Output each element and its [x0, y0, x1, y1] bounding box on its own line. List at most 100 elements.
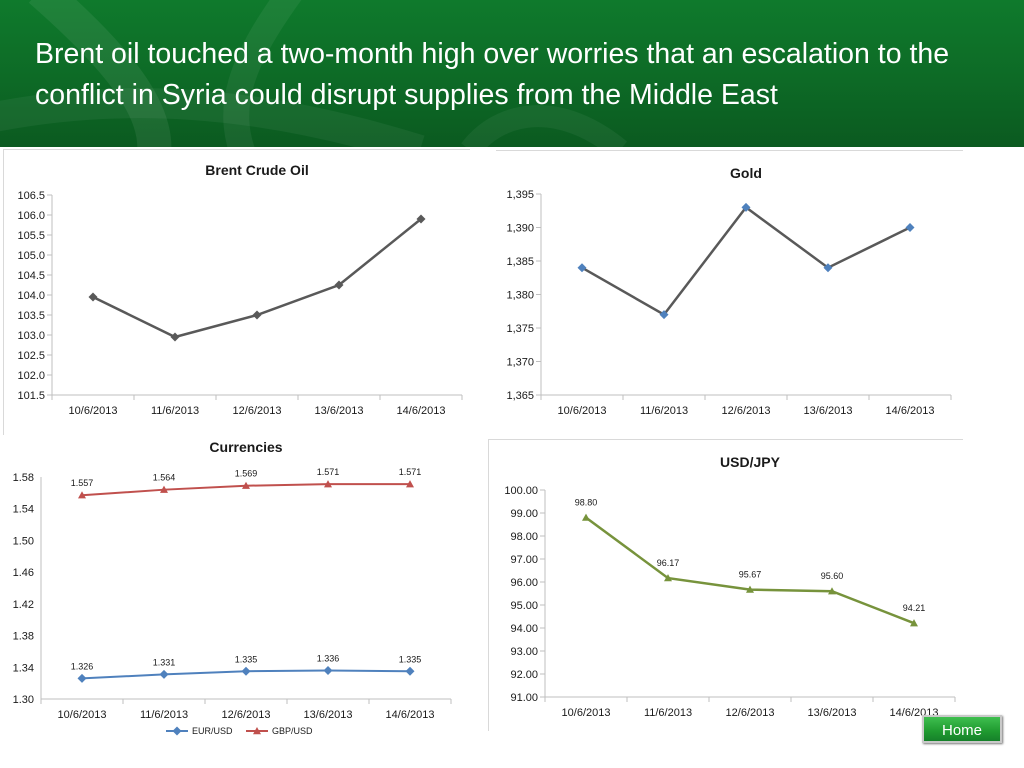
gold-chart: Gold 1,365 1,370 1,375 1,380 1,385 1,390 1,395 1…: [506, 165, 952, 417]
y-tick-label: 100.00: [504, 485, 538, 497]
y-tick-label: 95.00: [510, 600, 538, 612]
y-tick-label: 105.0: [17, 250, 45, 262]
chart-title: USD/JPY: [720, 454, 781, 470]
data-point: [746, 585, 754, 593]
usdjpy-chart-panel: USD/JPY 91.00 92.00 93.00 94.00 95.00 96.00 97.…: [488, 439, 963, 731]
x-tick-label: 10/6/2013: [562, 707, 611, 719]
data-point: [170, 332, 180, 342]
y-tick-label: 96.00: [510, 577, 538, 589]
y-tick-label: 1.54: [13, 504, 34, 516]
y-tick-label: 1.38: [13, 631, 34, 643]
y-tick-label: 1,370: [506, 357, 534, 369]
x-tick-label: 13/6/2013: [304, 709, 353, 721]
y-tick-label: 92.00: [510, 669, 538, 681]
home-button[interactable]: Home: [922, 715, 1002, 743]
x-tick-label: 13/6/2013: [808, 707, 857, 719]
slide-title: Brent oil touched a two-month high over …: [35, 38, 950, 111]
data-label: 1.564: [153, 473, 176, 483]
chart-title: Currencies: [209, 439, 282, 455]
y-tick-label: 102.5: [17, 350, 45, 362]
data-point: [88, 292, 98, 302]
data-label: 1.326: [71, 661, 94, 671]
data-label: 94.21: [903, 603, 926, 613]
data-point: [659, 310, 669, 320]
y-tick-label: 93.00: [510, 646, 538, 658]
y-tick-label: 106.0: [17, 210, 45, 222]
y-tick-label: 1,390: [506, 223, 534, 235]
y-tick-label: 1.42: [13, 599, 34, 611]
data-label: 1.571: [317, 467, 340, 477]
data-point: [159, 669, 169, 679]
y-tick-label: 1,365: [506, 390, 534, 402]
y-tick-label: 102.0: [17, 370, 45, 382]
legend-marker: [172, 726, 182, 736]
data-point: [910, 619, 918, 627]
x-tick-label: 14/6/2013: [886, 405, 935, 417]
x-tick-label: 14/6/2013: [386, 709, 435, 721]
y-tick-label: 1.46: [13, 567, 34, 579]
data-point: [828, 587, 836, 595]
x-tick-label: 12/6/2013: [222, 709, 271, 721]
data-point: [582, 513, 590, 521]
y-tick-label: 105.5: [17, 230, 45, 242]
data-label: 95.60: [821, 571, 844, 581]
y-tick-label: 1,380: [506, 290, 534, 302]
data-label: 1.336: [317, 653, 340, 663]
header-decoration: [0, 0, 628, 147]
data-point: [241, 666, 251, 676]
data-label: 95.67: [739, 570, 762, 580]
y-tick-label: 91.00: [510, 692, 538, 704]
x-tick-label: 12/6/2013: [233, 405, 282, 417]
data-point: [823, 263, 833, 273]
x-tick-label: 11/6/2013: [140, 709, 188, 721]
data-point: [242, 481, 250, 489]
data-point: [577, 263, 587, 273]
x-tick-label: 11/6/2013: [151, 405, 199, 417]
x-tick-label: 14/6/2013: [397, 405, 446, 417]
y-tick-label: 1.58: [13, 472, 34, 484]
y-tick-label: 104.0: [17, 290, 45, 302]
data-point: [78, 491, 86, 499]
data-point: [334, 280, 344, 290]
data-point: [416, 214, 426, 224]
series-line: [581, 205, 911, 317]
slide-header: Brent oil touched a two-month high over …: [0, 0, 1024, 147]
chart-title: Gold: [730, 165, 762, 181]
y-tick-label: 97.00: [510, 554, 538, 566]
legend-label: GBP/USD: [272, 726, 313, 736]
y-tick-label: 98.00: [510, 531, 538, 543]
data-point: [406, 480, 414, 488]
currencies-chart: Currencies 1.30 1.34 1.38 1.42 1.46 1.50 1.54 1.…: [13, 439, 452, 736]
x-tick-label: 11/6/2013: [640, 405, 688, 417]
data-point: [252, 310, 262, 320]
y-tick-label: 1,375: [506, 323, 534, 335]
y-tick-label: 103.5: [17, 310, 45, 322]
y-tick-label: 94.00: [510, 623, 538, 635]
data-point: [77, 673, 87, 683]
data-point: [905, 223, 915, 232]
y-tick-label: 1.50: [13, 535, 34, 547]
data-label: 96.17: [657, 558, 680, 568]
data-label: 1.571: [399, 467, 422, 477]
gold-chart-panel: Gold 1,365 1,370 1,375 1,380 1,385 1,390 1,395 1…: [496, 150, 963, 433]
x-tick-label: 13/6/2013: [804, 405, 853, 417]
x-tick-label: 12/6/2013: [722, 405, 771, 417]
brent-chart: Brent Crude Oil 101.5 102.0 102.5 103.0 103.5…: [17, 162, 463, 417]
usdjpy-chart: USD/JPY 91.00 92.00 93.00 94.00 95.00 96.00 97.…: [504, 454, 956, 719]
data-label: 1.557: [71, 478, 94, 488]
data-point: [323, 665, 333, 675]
y-tick-label: 106.5: [17, 190, 45, 202]
currencies-chart-panel: Currencies 1.30 1.34 1.38 1.42 1.46 1.50 1.54 1.…: [3, 437, 458, 743]
legend-marker: [253, 727, 261, 735]
x-tick-label: 11/6/2013: [644, 707, 692, 719]
y-tick-label: 99.00: [510, 508, 538, 520]
data-point: [324, 480, 332, 488]
data-label: 1.569: [235, 469, 258, 479]
x-tick-label: 10/6/2013: [69, 405, 118, 417]
legend-label: EUR/USD: [192, 726, 233, 736]
data-label: 1.335: [399, 654, 422, 664]
data-label: 1.335: [235, 654, 258, 664]
data-point: [741, 202, 751, 212]
chart-title: Brent Crude Oil: [205, 162, 308, 178]
data-label: 98.80: [575, 498, 598, 508]
